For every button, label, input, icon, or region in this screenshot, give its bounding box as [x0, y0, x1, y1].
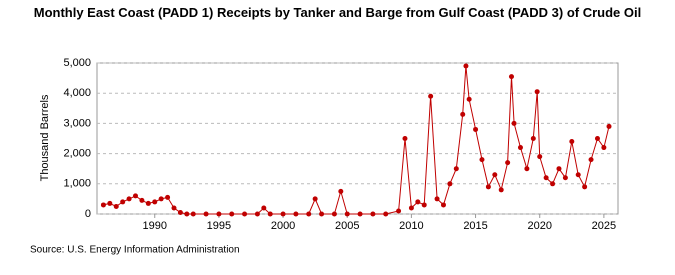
- point: [524, 166, 530, 172]
- x-tick-label: 2000: [271, 220, 295, 232]
- point: [463, 63, 469, 69]
- point: [293, 211, 299, 217]
- point: [569, 139, 575, 145]
- point: [190, 211, 196, 217]
- source: Source: U.S. Energy Information Administ…: [30, 245, 240, 256]
- point: [588, 157, 594, 163]
- x-tick-label: 2020: [527, 220, 551, 232]
- point: [344, 211, 350, 217]
- point: [254, 211, 260, 217]
- point: [357, 211, 363, 217]
- point: [575, 172, 581, 178]
- x-tick-label: 2005: [335, 220, 359, 232]
- point: [537, 154, 543, 160]
- point: [312, 196, 318, 202]
- point: [473, 126, 479, 132]
- y-tick-label: 1,000: [63, 178, 91, 190]
- point: [158, 196, 164, 202]
- y-tick-label: 5,000: [63, 57, 91, 69]
- x-tick-label: 1990: [143, 220, 167, 232]
- point: [582, 184, 588, 190]
- chart-title: Monthly East Coast (PADD 1) Receipts by …: [33, 5, 642, 20]
- point: [267, 211, 273, 217]
- point: [139, 197, 145, 203]
- point: [402, 136, 408, 141]
- point: [126, 196, 132, 202]
- point: [171, 205, 177, 211]
- point: [383, 211, 389, 217]
- point: [203, 211, 209, 217]
- point: [120, 199, 126, 205]
- point: [306, 211, 312, 217]
- point: [428, 93, 434, 99]
- plot-frame: [96, 62, 619, 215]
- y-tick-label: 0: [85, 208, 91, 220]
- point: [530, 136, 536, 141]
- point: [415, 199, 421, 205]
- point: [370, 211, 376, 217]
- point: [165, 194, 171, 200]
- point: [261, 205, 267, 211]
- point: [508, 74, 514, 80]
- y-tick-label: 4,000: [63, 87, 91, 99]
- x-tick-label: 2015: [463, 220, 487, 232]
- point: [492, 172, 498, 178]
- point: [396, 208, 402, 214]
- point: [447, 181, 453, 187]
- point: [107, 200, 113, 206]
- point: [113, 203, 119, 209]
- x-tick-label: 2025: [592, 220, 616, 232]
- point: [498, 187, 504, 193]
- point: [505, 160, 511, 166]
- point: [216, 211, 222, 217]
- point: [479, 157, 485, 163]
- point: [534, 89, 540, 95]
- point: [177, 209, 183, 215]
- point: [280, 211, 286, 217]
- point: [132, 193, 138, 199]
- point: [338, 188, 344, 194]
- series-line: [103, 65, 610, 215]
- point: [466, 96, 472, 102]
- point: [184, 211, 190, 217]
- point: [562, 175, 568, 181]
- point: [543, 175, 549, 181]
- point: [145, 200, 151, 206]
- y-axis-label: Thousand Barrels: [39, 94, 51, 181]
- point: [556, 166, 562, 172]
- point: [434, 196, 440, 202]
- point: [421, 202, 427, 208]
- point: [606, 123, 612, 129]
- y-tick-label: 3,000: [63, 117, 91, 129]
- point: [511, 120, 517, 126]
- x-tick-label: 2010: [399, 220, 423, 232]
- point: [242, 211, 248, 217]
- point: [229, 211, 235, 217]
- point: [517, 145, 523, 151]
- point: [152, 199, 158, 205]
- point: [319, 211, 325, 217]
- point: [331, 211, 337, 217]
- point: [408, 205, 414, 211]
- point: [460, 111, 466, 117]
- point: [100, 202, 106, 208]
- point: [440, 202, 446, 208]
- point: [594, 136, 600, 141]
- point: [550, 181, 556, 187]
- point: [453, 166, 459, 172]
- x-tick-label: 1995: [207, 220, 231, 232]
- point: [485, 184, 491, 190]
- y-tick-label: 2,000: [63, 148, 91, 160]
- point: [601, 145, 607, 151]
